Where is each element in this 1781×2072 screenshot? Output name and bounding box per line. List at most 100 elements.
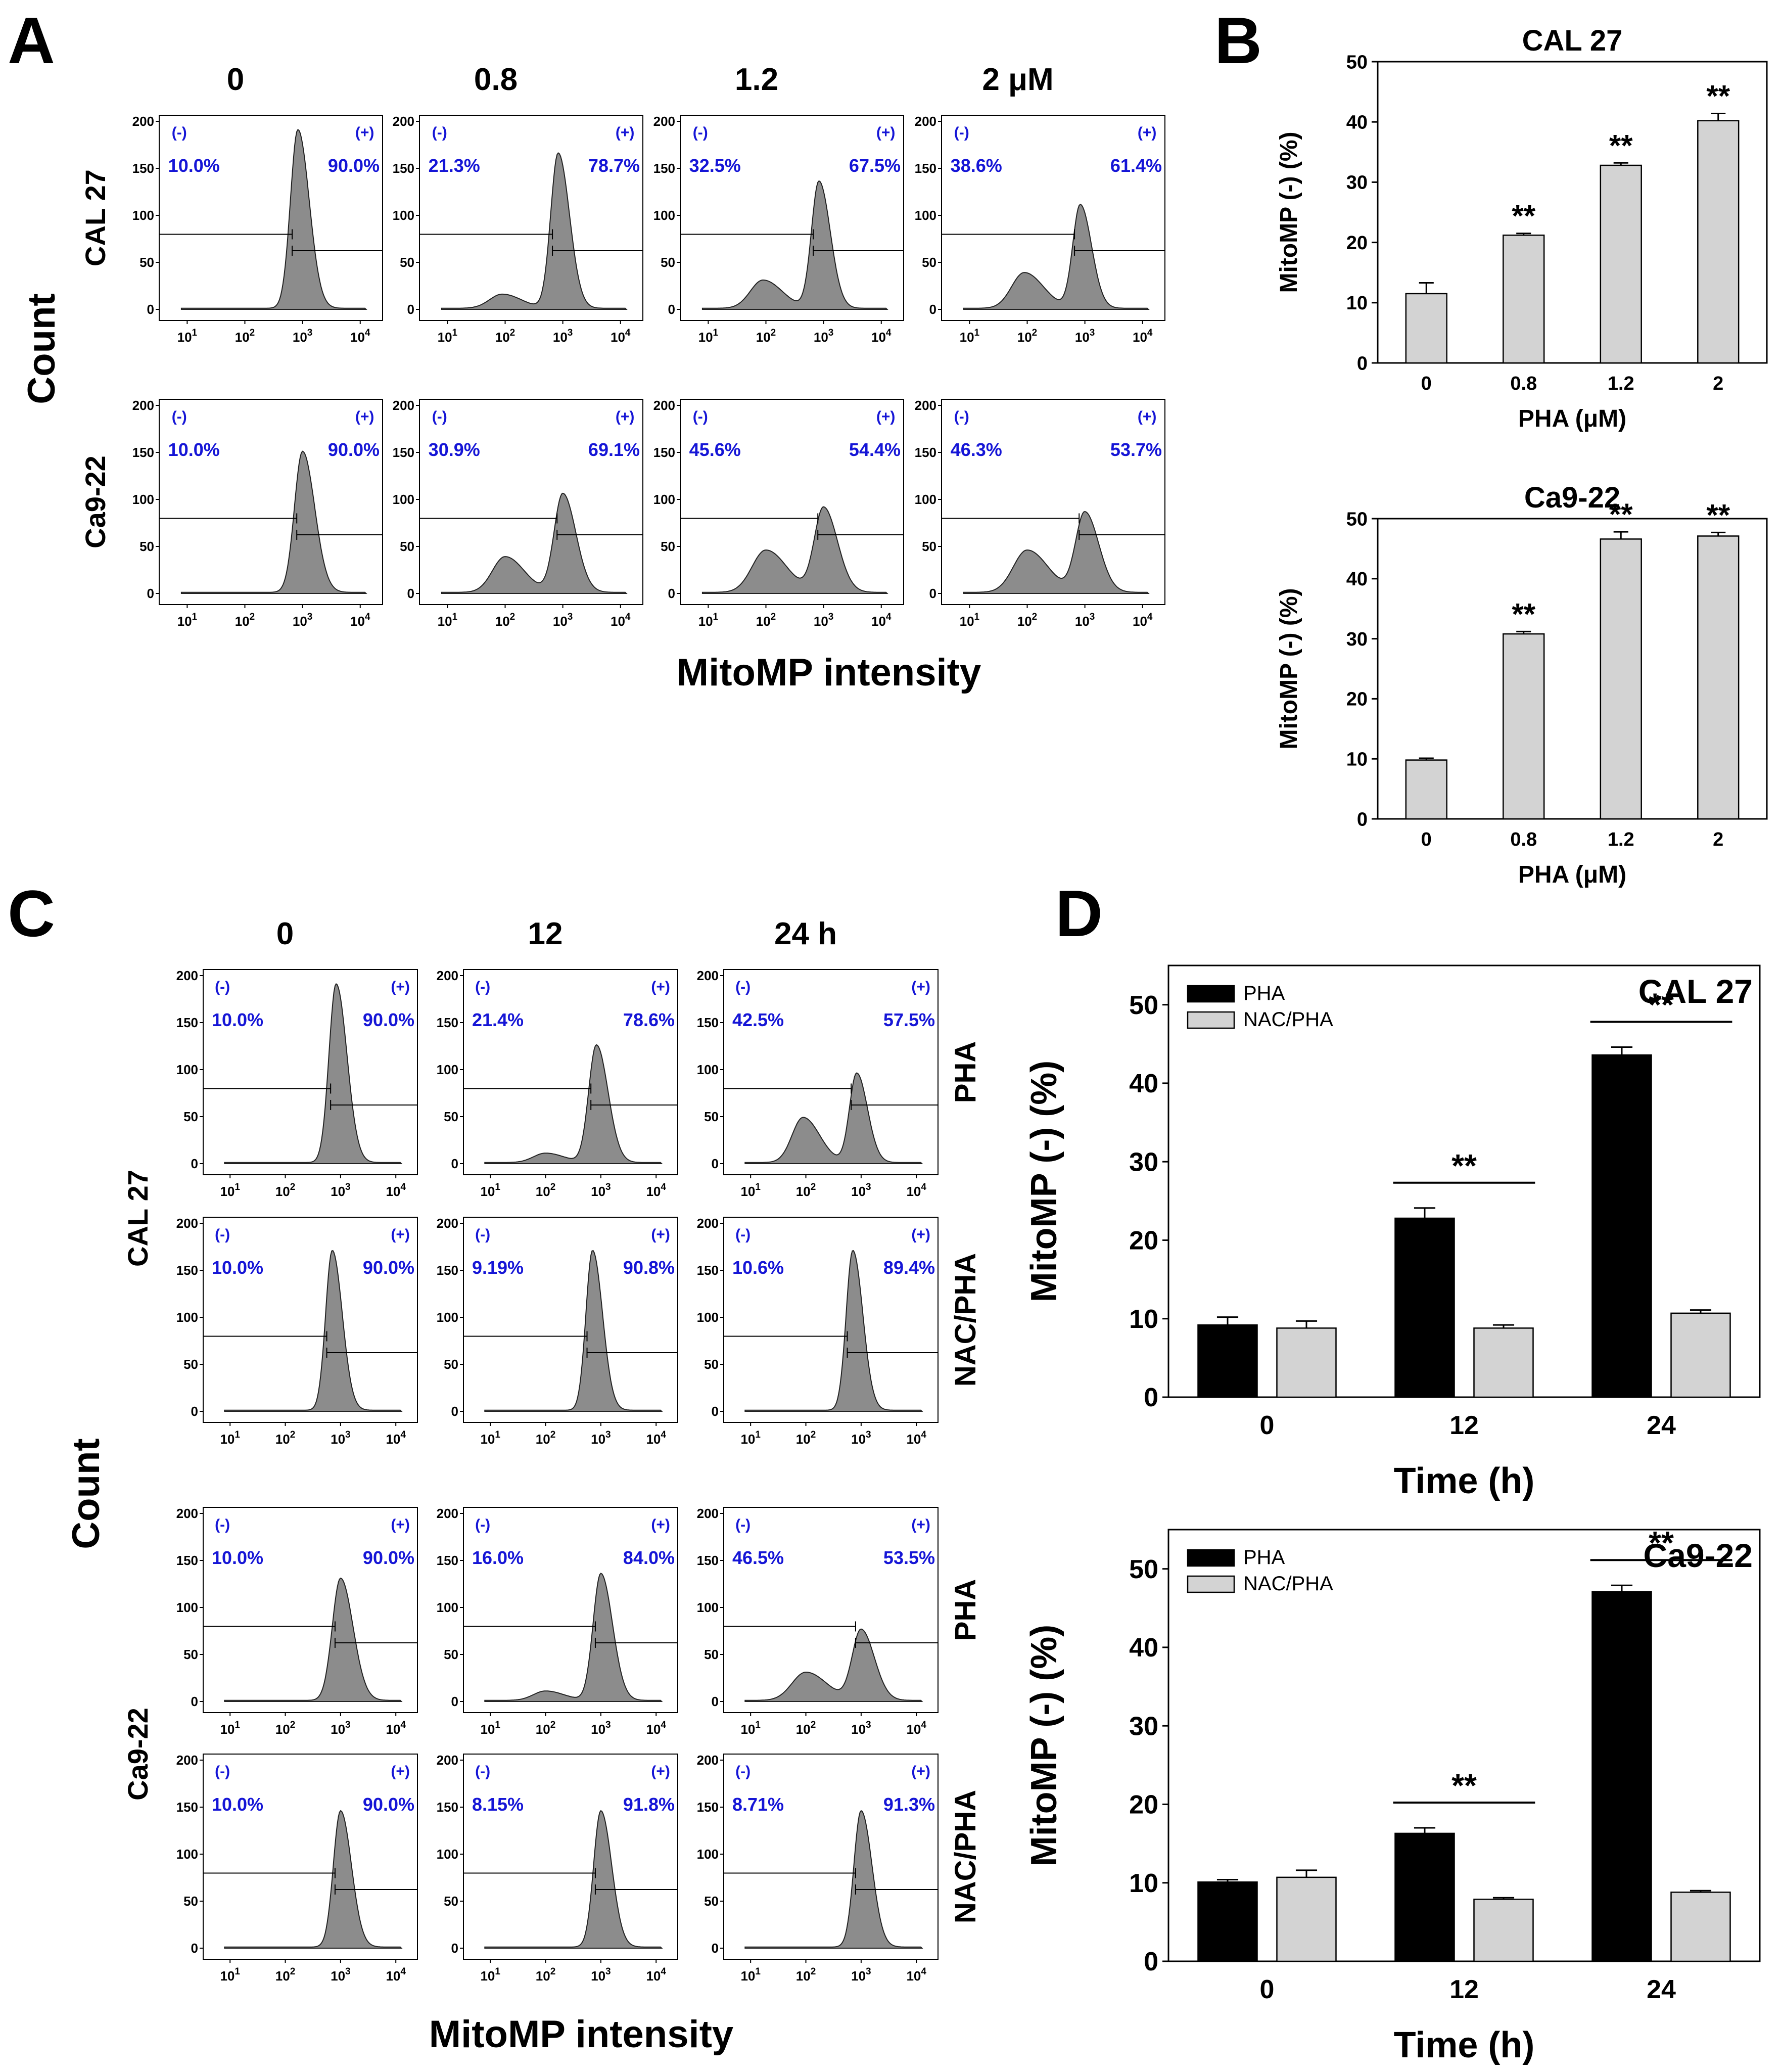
gate-neg-label: (-) [735,1516,751,1533]
x-tick-label: 101 [480,1720,500,1737]
y-tick-label: 50 [139,255,154,270]
y-tick-label: 50 [1346,509,1368,530]
gate-neg-percent: 21.4% [472,1009,524,1030]
y-tick-label: 0 [191,1156,198,1171]
y-tick-label: 50 [922,539,936,554]
y-tick-label: 100 [176,1600,198,1615]
histogram-frame [203,1507,418,1713]
legend-label: PHA [1243,1546,1285,1569]
gate-neg-percent: 10.0% [212,1794,263,1815]
bar [1405,293,1447,364]
cell-line-label: Ca9-22 [122,1708,154,1801]
x-tick-label: 1.2 [1608,373,1634,394]
y-tick-label: 200 [653,114,675,129]
y-tick-label: 0 [712,1694,719,1709]
bar-chart-B-CAL27: 0 10 20 30 40 50 0 0.8 ** 1.2 ** 2 ** CAL 27 PHA (μM) M… [1276,24,1768,432]
y-tick-label: 0 [1357,809,1368,830]
y-tick-label: 50 [1129,1555,1158,1584]
x-tick-label: 102 [796,1966,816,1984]
histogram-curve [484,1250,663,1412]
x-tick-label: 102 [275,1966,296,1984]
x-tick-label: 24 [1647,1411,1676,1440]
histogram-C-1-0: 0 50 100 150 200 101 102 103 104 (-) (+) 10.0% 90.0% [176,1216,418,1447]
gate-pos-percent: 53.5% [883,1547,935,1568]
treatment-label: PHA [949,1041,982,1103]
histogram-curve [744,1250,923,1412]
y-tick-label: 150 [915,161,936,176]
histogram-frame [463,1507,678,1713]
y-tick-label: 150 [176,1553,198,1568]
y-tick-label: 100 [653,492,675,507]
histogram-curve [224,1250,403,1412]
y-tick-label: 50 [400,255,414,270]
gate-pos-percent: 91.8% [623,1794,675,1815]
y-tick-label: 150 [132,161,154,176]
plot-frame [1167,1529,1761,1962]
x-tick-label: 103 [591,1182,611,1199]
gate-pos-label: (+) [911,1516,930,1533]
y-tick-label: 50 [183,1894,198,1909]
histogram-C-2-1: 0 50 100 150 200 101 102 103 104 (-) (+) 16.0% 84.0% [437,1506,678,1737]
y-tick-label: 40 [1346,569,1368,590]
x-tick-label: 101 [220,1720,240,1737]
gate-pos-label: (+) [355,408,374,425]
x-tick-label: 104 [906,1430,926,1447]
gate-neg-percent: 42.5% [732,1009,784,1030]
y-tick-label: 150 [176,1263,198,1278]
bar [1197,1881,1258,1962]
x-tick-label: 102 [235,328,255,345]
y-tick-label: 0 [191,1404,198,1419]
x-tick-label: 104 [386,1720,406,1737]
bar [1405,759,1447,820]
x-tick-label: 102 [275,1430,296,1447]
x-axis-label: MitoMP intensity [677,651,981,694]
histogram-C-2-2: 0 50 100 150 200 101 102 103 104 (-) (+) 46.5% 53.5% [697,1506,939,1737]
bar [1670,1892,1731,1962]
x-tick-label: 0.8 [1510,829,1537,850]
significance-mark: ** [1451,1147,1477,1184]
y-tick-label: 20 [1346,233,1368,254]
y-tick-label: 150 [393,445,414,460]
gate-pos-percent: 90.0% [328,155,380,176]
y-tick-label: 100 [437,1062,458,1077]
y-tick-label: 200 [697,1216,719,1231]
x-tick-label: 103 [331,1430,351,1447]
gate-pos-label: (+) [616,408,635,425]
y-tick-label: 150 [437,1015,458,1030]
gate-neg-label: (-) [475,979,490,995]
x-tick-label: 103 [814,328,834,345]
y-tick-label: 50 [444,1357,458,1372]
y-tick-label: 150 [697,1015,719,1030]
histogram-frame [941,115,1165,321]
y-tick-label: 20 [1129,1790,1158,1820]
gate-neg-label: (-) [735,979,751,995]
y-axis-label: MitoMP (-) (%) [1276,588,1302,749]
histogram-C-1-1: 0 50 100 150 200 101 102 103 104 (-) (+) 9.19% 90.8% [437,1216,678,1447]
y-tick-label: 50 [1346,52,1368,73]
y-tick-label: 0 [407,586,414,601]
x-tick-label: 103 [1075,328,1095,345]
gate-neg-label: (-) [172,124,187,141]
gate-pos-label: (+) [616,124,635,141]
y-tick-label: 150 [437,1800,458,1815]
x-tick-label: 104 [350,328,370,345]
bar [1276,1876,1337,1962]
x-tick-label: 104 [1133,328,1153,345]
cell-line-label: CAL 27 [122,1170,154,1267]
significance-mark: ** [1649,1525,1674,1561]
x-tick-label: 12 [1449,1975,1479,2004]
gate-neg-percent: 38.6% [951,155,1002,176]
gate-pos-label: (+) [391,979,410,995]
y-tick-label: 200 [915,114,936,129]
gate-neg-label: (-) [693,408,708,425]
y-tick-label: 100 [653,208,675,223]
gate-pos-label: (+) [391,1763,410,1780]
gate-pos-percent: 54.4% [849,439,901,460]
y-tick-label: 0 [712,1941,719,1956]
y-tick-label: 0 [668,302,675,317]
histogram-C-3-0: 0 50 100 150 200 101 102 103 104 (-) (+) 10.0% 90.0% [176,1753,418,1984]
gate-neg-label: (-) [735,1763,751,1780]
y-tick-label: 50 [444,1894,458,1909]
gate-pos-percent: 84.0% [623,1547,675,1568]
significance-mark: ** [1649,986,1674,1023]
